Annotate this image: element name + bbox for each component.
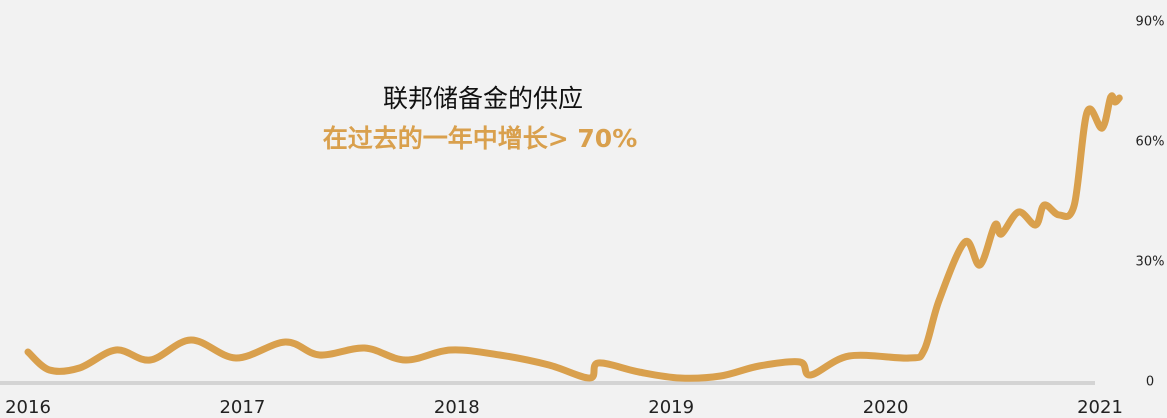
y-tick-label: 90% [1136,15,1165,30]
x-tick-label: 2021 [1077,397,1123,418]
series-line [24,92,1123,382]
x-tick-label: 2016 [5,397,51,418]
chart-subtitle: 在过去的一年中增长> 70% [323,124,638,153]
x-tick-label: 2017 [219,397,265,418]
y-tick-label: 0 [1146,375,1154,390]
x-tick-label: 2020 [863,397,909,418]
x-tick-label: 2019 [648,397,694,418]
y-tick-label: 60% [1136,135,1165,150]
x-tick-label: 2018 [434,397,480,418]
y-tick-label: 30% [1136,255,1165,270]
chart-title: 联邦储备金的供应 [383,84,583,113]
